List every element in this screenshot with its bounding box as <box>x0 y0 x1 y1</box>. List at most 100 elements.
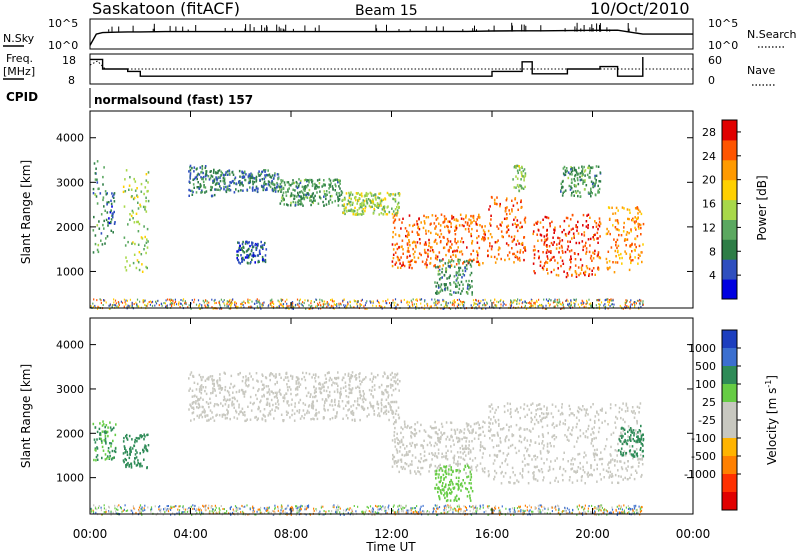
echo-cell <box>392 401 394 403</box>
echo-cell <box>393 248 395 250</box>
echo-cell <box>349 384 351 386</box>
echo-cell <box>278 407 280 409</box>
near-range-echo <box>377 506 378 508</box>
echo-cell <box>103 166 105 168</box>
near-range-echo <box>626 507 627 509</box>
echo-cell <box>581 269 583 271</box>
echo-cell <box>435 255 437 257</box>
near-range-echo <box>99 505 100 507</box>
echo-cell <box>372 386 374 388</box>
near-range-echo <box>452 304 453 306</box>
near-range-echo <box>448 510 449 512</box>
echo-cell <box>431 246 433 248</box>
echo-cell <box>103 205 105 207</box>
near-range-echo <box>324 301 325 303</box>
echo-cell <box>638 225 640 227</box>
echo-cell <box>365 399 367 401</box>
echo-cell <box>564 220 566 222</box>
echo-cell <box>258 261 260 263</box>
echo-cell <box>598 166 600 168</box>
echo-cell <box>426 216 428 218</box>
echo-cell <box>346 414 348 416</box>
near-range-echo <box>552 507 553 509</box>
echo-cell <box>573 233 575 235</box>
near-range-echo <box>297 512 298 514</box>
echo-cell <box>249 177 251 179</box>
echo-cell <box>398 246 400 248</box>
echo-cell <box>444 288 446 290</box>
echo-cell <box>626 234 628 236</box>
echo-cell <box>629 209 631 211</box>
echo-cell <box>565 189 567 191</box>
echo-cell <box>201 171 203 173</box>
near-range-echo <box>281 304 282 306</box>
echo-cell <box>284 181 286 183</box>
echo-cell <box>294 405 296 407</box>
near-range-echo <box>142 506 143 508</box>
near-range-echo <box>589 303 590 305</box>
near-range-echo <box>175 505 176 507</box>
echo-cell <box>640 251 642 253</box>
echo-cell <box>392 265 394 267</box>
echo-cell <box>634 227 636 229</box>
near-range-echo <box>337 510 338 512</box>
near-range-echo <box>304 299 305 301</box>
near-range-echo <box>262 305 263 307</box>
echo-cell <box>473 250 475 252</box>
echo-cell <box>135 180 137 182</box>
near-range-echo <box>485 510 486 512</box>
near-range-echo <box>416 305 417 307</box>
echo-cell <box>204 191 206 193</box>
near-range-echo <box>519 299 520 301</box>
echo-cell <box>379 197 381 199</box>
echo-cell <box>286 195 288 197</box>
echo-cell <box>106 219 108 221</box>
echo-cell <box>430 232 432 234</box>
near-range-echo <box>455 301 456 303</box>
echo-cell <box>295 201 297 203</box>
echo-cell <box>411 267 413 269</box>
echo-cell <box>550 259 552 261</box>
near-range-echo <box>275 507 276 509</box>
near-range-echo <box>370 300 371 302</box>
near-range-echo <box>194 505 195 507</box>
near-range-echo <box>185 509 186 511</box>
echo-cell <box>226 191 228 193</box>
echo-cell <box>207 414 209 416</box>
freq-tick-bottom: 8 <box>68 74 75 87</box>
echo-cell <box>511 200 513 202</box>
echo-cell <box>224 182 226 184</box>
echo-cell <box>534 253 536 255</box>
echo-cell <box>375 197 377 199</box>
near-range-echo <box>427 303 428 305</box>
echo-cell <box>444 226 446 228</box>
echo-cell <box>202 376 204 378</box>
echo-cell <box>637 235 639 237</box>
near-range-echo <box>517 511 518 513</box>
echo-cell <box>378 213 380 215</box>
echo-cell <box>348 387 350 389</box>
echo-cell <box>276 406 278 408</box>
near-range-echo <box>533 305 534 307</box>
echo-cell <box>288 187 290 189</box>
near-range-echo <box>494 510 495 512</box>
near-range-echo <box>562 510 563 512</box>
echo-cell <box>147 228 149 230</box>
echo-cell <box>519 251 521 253</box>
nave-label: Nave <box>747 64 775 77</box>
echo-cell <box>386 399 388 401</box>
echo-cell <box>589 169 591 171</box>
echo-cell <box>251 244 253 246</box>
echo-cell <box>461 290 463 292</box>
echo-cell <box>391 394 393 396</box>
echo-cell <box>304 413 306 415</box>
echo-cell <box>115 434 117 436</box>
echo-cell <box>298 386 300 388</box>
near-range-echo <box>569 303 570 305</box>
echo-cell <box>271 391 273 393</box>
echo-cell <box>342 377 344 379</box>
echo-cell <box>412 231 414 233</box>
echo-cell <box>627 208 629 210</box>
echo-cell <box>276 382 278 384</box>
echo-cell <box>109 457 111 459</box>
